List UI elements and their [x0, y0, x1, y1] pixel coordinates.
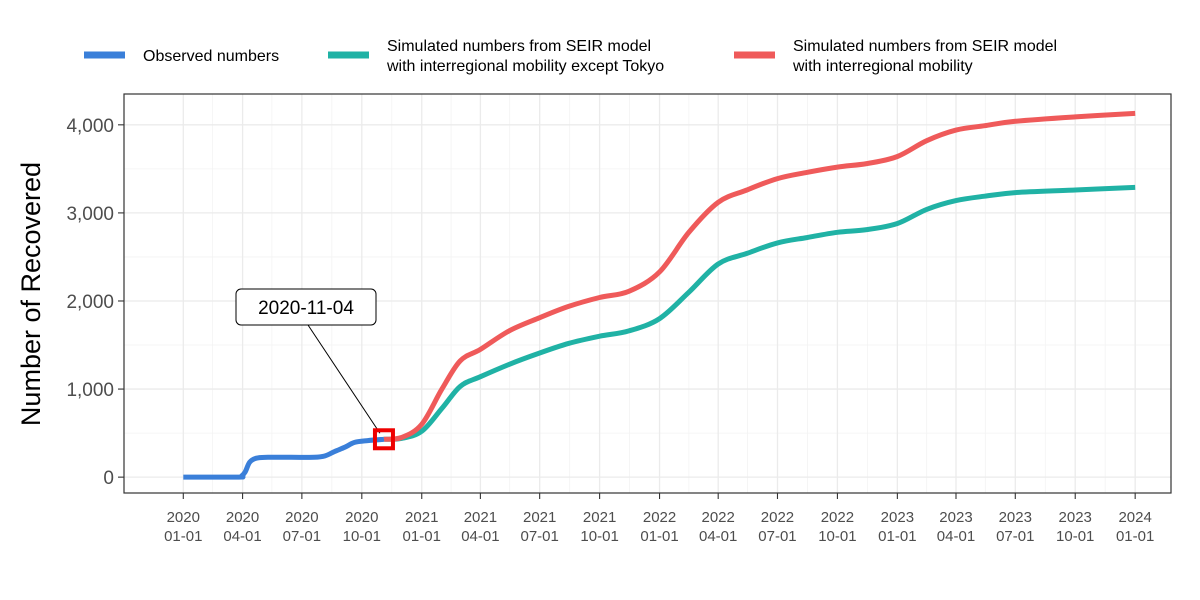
x-tick-label: 2022 01-01: [640, 509, 678, 545]
x-tick-label-year: 2022: [643, 509, 676, 526]
annotation: 2020-11-04: [235, 288, 395, 451]
x-tick-label-year: 2022: [761, 509, 794, 526]
x-tick-label-day: 10-01: [580, 528, 618, 545]
y-tick-label: 3,000: [66, 204, 114, 225]
x-tick-label: 2021 04-01: [461, 509, 499, 545]
x-tick-label-year: 2020: [167, 509, 200, 526]
annotation-leader-line: [307, 324, 381, 434]
x-tick-label-day: 04-01: [223, 528, 261, 545]
legend-label-line: Simulated numbers from SEIR model: [387, 38, 651, 55]
x-tick-label-year: 2023: [1059, 509, 1092, 526]
x-tick-label-year: 2023: [939, 509, 972, 526]
x-tick-label-day: 07-01: [996, 528, 1034, 545]
x-tick-label: 2021 10-01: [580, 509, 618, 545]
x-tick-label-day: 10-01: [818, 528, 856, 545]
x-tick-label-day: 01-01: [403, 528, 441, 545]
x-tick-label: 2021 01-01: [403, 509, 441, 545]
x-tick-label-year: 2022: [821, 509, 854, 526]
x-tick-label-year: 2021: [464, 509, 497, 526]
legend-label-line: with interregional mobility: [792, 58, 973, 75]
x-tick-label: 2021 07-01: [520, 509, 558, 545]
y-tick-label: 1,000: [66, 380, 114, 401]
x-tick-label: 2020 10-01: [343, 509, 381, 545]
x-tick-label: 2020 07-01: [283, 509, 321, 545]
x-tick-label-day: 01-01: [1116, 528, 1154, 545]
y-tick-label: 2,000: [66, 292, 114, 313]
x-tick-label-day: 04-01: [461, 528, 499, 545]
x-tick-label: 2023 10-01: [1056, 509, 1094, 545]
series-line-1: [183, 436, 385, 480]
plot-border: [123, 93, 1172, 494]
legend-label-line: with interregional mobility except Tokyo: [386, 58, 664, 75]
x-tick-label-day: 01-01: [640, 528, 678, 545]
x-tick-label: 2024 01-01: [1116, 509, 1154, 545]
x-tick-label-year: 2020: [345, 509, 378, 526]
annotation-marker: [372, 428, 395, 451]
series-line-3: [383, 110, 1136, 442]
x-tick-label-day: 07-01: [283, 528, 321, 545]
y-axis-label: Number of Recovered: [16, 162, 46, 426]
x-tick-label: 2023 07-01: [996, 509, 1034, 545]
x-tick-label-day: 01-01: [878, 528, 916, 545]
x-tick-label-day: 04-01: [699, 528, 737, 545]
x-tick-label: 2020 04-01: [223, 509, 261, 545]
x-tick-label-day: 10-01: [343, 528, 381, 545]
y-tick-label: 4,000: [66, 116, 114, 137]
x-tick-label: 2022 10-01: [818, 509, 856, 545]
x-tick-label: 2020 01-01: [164, 509, 202, 545]
series-layer: [183, 110, 1136, 480]
x-tick-label-year: 2021: [405, 509, 438, 526]
x-tick-label-day: 04-01: [937, 528, 975, 545]
x-tick-label-day: 01-01: [164, 528, 202, 545]
x-tick-label-year: 2023: [999, 509, 1032, 526]
x-tick-label-year: 2020: [285, 509, 318, 526]
legend-label-line: Observed numbers: [143, 48, 279, 65]
annotation-label: 2020-11-04: [258, 298, 354, 319]
legend-label-3: Simulated numbers from SEIR model with in…: [792, 38, 1057, 75]
x-tick-label-day: 07-01: [520, 528, 558, 545]
x-tick-label: 2022 04-01: [699, 509, 737, 545]
legend-label-2: Simulated numbers from SEIR model with in…: [386, 38, 664, 75]
y-tick-label: 0: [103, 468, 114, 489]
x-tick-label-year: 2021: [583, 509, 616, 526]
x-tick-label-day: 10-01: [1056, 528, 1094, 545]
legend-label-line: Simulated numbers from SEIR model: [793, 38, 1057, 55]
x-tick-label: 2023 01-01: [878, 509, 916, 545]
x-tick-label-year: 2022: [702, 509, 735, 526]
x-tick-label-day: 07-01: [758, 528, 796, 545]
annotation-box: [235, 288, 377, 326]
series-line-2: [383, 184, 1136, 442]
legend-label-1: Observed numbers: [143, 48, 279, 65]
x-tick-label: 2022 07-01: [758, 509, 796, 545]
x-tick-label-year: 2021: [523, 509, 556, 526]
x-tick-label-year: 2024: [1118, 509, 1151, 526]
x-tick-label-year: 2020: [226, 509, 259, 526]
x-tick-label-year: 2023: [881, 509, 914, 526]
legend: Observed numbers Simulated numbers from S…: [84, 38, 1057, 75]
x-tick-label: 2023 04-01: [937, 509, 975, 545]
